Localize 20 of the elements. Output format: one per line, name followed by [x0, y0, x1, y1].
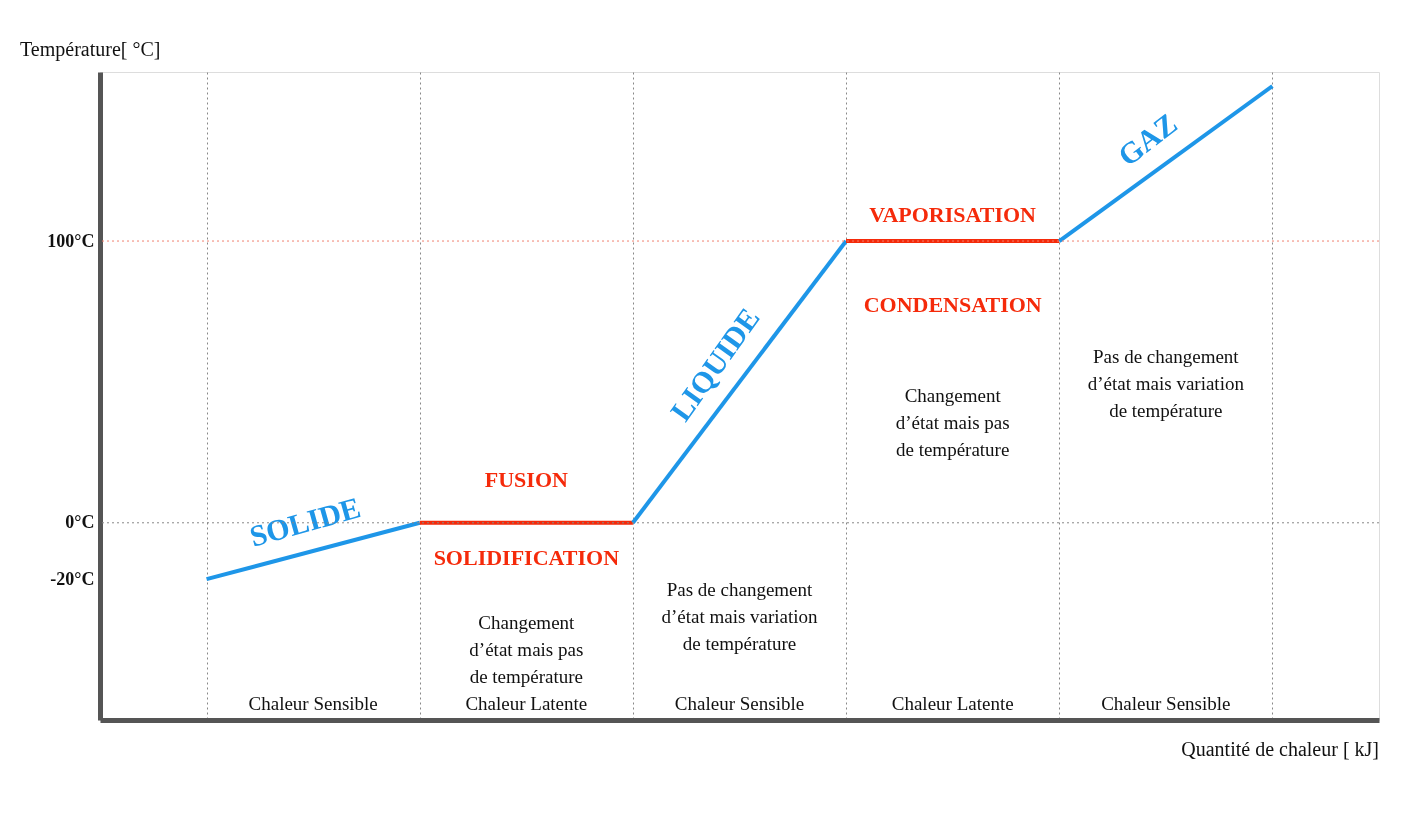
y-tick-label: -20°C [50, 568, 95, 589]
text: SOLIDE [245, 490, 364, 553]
text: GAZ [1111, 106, 1183, 173]
annotation: Chaleur Sensible [674, 692, 805, 714]
y-tick-label: 0°C [65, 512, 95, 533]
annotation: Pas de changement d’état mais variation de température [1087, 346, 1245, 422]
annotation: Chaleur Latente [891, 692, 1014, 714]
annotation: CONDENSATION [863, 292, 1042, 318]
annotation: Chaleur Sensible [248, 692, 378, 714]
annotation: SOLIDIFICATION [433, 545, 620, 570]
y-axis-title: Température[ °C] [20, 38, 161, 61]
x-axis-title: Quantité de chaleur [ kJ] [1181, 738, 1379, 760]
y-tick-label: 100°C [47, 230, 95, 251]
annotation: Changement d’état mais pas de température [895, 385, 1010, 460]
annotation: VAPORISATION [869, 201, 1037, 227]
annotation: Changement d’état mais pas de température [469, 611, 584, 687]
annotation: Pas de changement d’état mais variation de température [661, 579, 819, 655]
annotation: FUSION [484, 467, 569, 493]
annotation: Chaleur Latente [465, 692, 588, 714]
annotation: Chaleur Sensible [1101, 692, 1231, 714]
